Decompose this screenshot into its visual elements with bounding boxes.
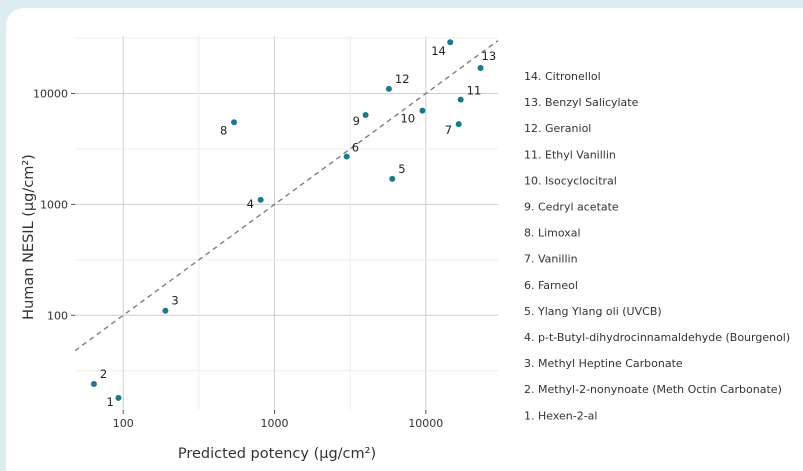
point-label-4: 4 xyxy=(247,197,254,211)
point-label-12: 12 xyxy=(395,72,410,86)
data-point-2 xyxy=(90,381,97,388)
legend-entry: 9. Cedryl acetate xyxy=(524,201,619,214)
legend-entry: 2. Methyl-2-nonynoate (Meth Octin Carbon… xyxy=(524,383,782,396)
point-label-1: 1 xyxy=(106,395,113,409)
point-label-3: 3 xyxy=(171,294,178,308)
reference-line-group xyxy=(74,40,499,352)
point-label-11: 11 xyxy=(467,84,482,98)
x-tick-label-100: 100 xyxy=(113,417,134,430)
data-point-7 xyxy=(455,121,462,128)
axes: 100 1000 10000 100 1000 10000 xyxy=(33,88,443,430)
data-point-1 xyxy=(115,394,122,401)
legend-entry: 10. Isocyclocitral xyxy=(524,174,617,187)
legend-entry: 5. Ylang Ylang oli (UVCB) xyxy=(524,305,662,318)
reference-line xyxy=(74,40,499,352)
point-label-5: 5 xyxy=(398,162,405,176)
y-tick-label-10000: 10000 xyxy=(33,88,68,101)
legend-entry: 6. Farneol xyxy=(524,279,578,292)
legend: 14. Citronellol 13. Benzyl Salicylate 12. … xyxy=(524,70,790,422)
data-point-14 xyxy=(447,39,454,46)
legend-entry: 14. Citronellol xyxy=(524,70,601,83)
legend-entry: 12. Geraniol xyxy=(524,122,591,135)
legend-entry: 4. p-t-Butyl-dihydrocinnamaldehyde (Bour… xyxy=(524,331,790,344)
points xyxy=(90,39,484,401)
legend-entry: 7. Vanillin xyxy=(524,253,578,266)
y-axis-title: Human NESIL (μg/cm²) xyxy=(21,154,37,320)
data-point-3 xyxy=(162,307,169,314)
point-label-13: 13 xyxy=(482,49,497,63)
data-point-4 xyxy=(257,196,264,203)
legend-entry: 11. Ethyl Vanillin xyxy=(524,148,616,161)
point-label-14: 14 xyxy=(431,44,446,58)
data-point-9 xyxy=(362,111,369,118)
data-point-12 xyxy=(385,85,392,92)
legend-entry: 1. Hexen-2-al xyxy=(524,409,597,422)
grid xyxy=(75,36,498,410)
y-tick-label-100: 100 xyxy=(47,309,68,322)
legend-entry: 8. Limoxal xyxy=(524,227,581,240)
data-point-8 xyxy=(231,119,238,126)
point-label-8: 8 xyxy=(220,123,227,137)
data-point-10 xyxy=(419,107,426,114)
point-label-2: 2 xyxy=(100,367,107,381)
data-point-13 xyxy=(477,64,484,71)
point-label-7: 7 xyxy=(445,123,452,137)
data-point-6 xyxy=(343,153,350,160)
x-tick-label-1000: 1000 xyxy=(261,417,289,430)
y-tick-label-1000: 1000 xyxy=(40,198,68,211)
chart-card xyxy=(6,8,803,471)
x-tick-label-10000: 10000 xyxy=(408,417,443,430)
point-label-6: 6 xyxy=(352,141,359,155)
point-label-10: 10 xyxy=(400,112,415,126)
x-axis-title: Predicted potency (μg/cm²) xyxy=(178,446,376,462)
point-label-9: 9 xyxy=(353,114,360,128)
legend-entry: 13. Benzyl Salicylate xyxy=(524,96,639,109)
data-point-5 xyxy=(389,175,396,182)
data-point-11 xyxy=(457,96,464,103)
legend-entry: 3. Methyl Heptine Carbonate xyxy=(524,357,683,370)
